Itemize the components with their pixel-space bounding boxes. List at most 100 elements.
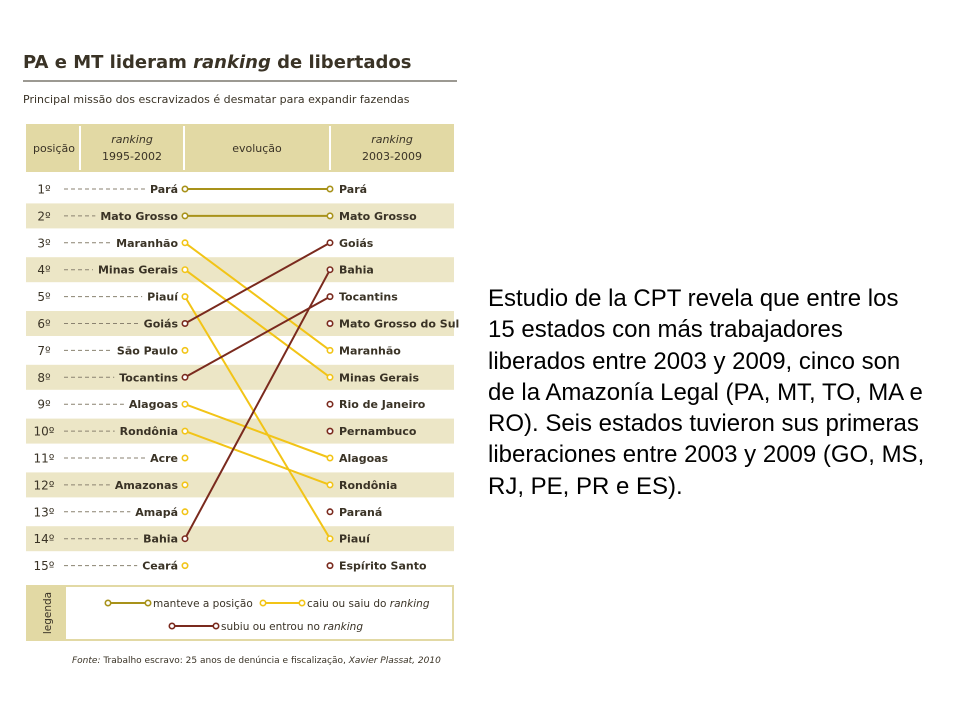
rank-position: 5º <box>37 290 51 304</box>
legend-key-node <box>168 622 176 630</box>
legend-fell-label: caiu ou saiu do ranking <box>307 598 430 610</box>
rank-position: 10º <box>34 425 55 439</box>
header-ranking-left: ranking <box>111 133 153 146</box>
node-1995-2002 <box>181 400 189 408</box>
node-1995-2002 <box>181 562 189 570</box>
state-label-2003-2009: Maranhão <box>339 344 401 357</box>
rank-position: 12º <box>34 478 55 492</box>
state-label-2003-2009: Espírito Santo <box>339 560 427 573</box>
node-2003-2009 <box>326 185 334 193</box>
node-2003-2009 <box>326 212 334 220</box>
rank-position: 2º <box>37 209 51 223</box>
evolution-line-fell <box>184 296 331 540</box>
caption-text: Estudio de la CPT revela que entre los 1… <box>488 285 925 500</box>
state-label-1995-2002: Acre <box>150 452 178 465</box>
rank-position: 7º <box>37 344 51 358</box>
state-label-2003-2009: Mato Grosso <box>339 210 417 223</box>
state-label-1995-2002: Alagoas <box>129 398 179 411</box>
node-2003-2009 <box>326 239 334 247</box>
evolution-line-rose <box>184 269 331 540</box>
node-2003-2009 <box>326 535 334 543</box>
legend-key-node <box>104 599 112 607</box>
table-header-band <box>26 124 454 172</box>
state-label-1995-2002: Piauí <box>147 291 179 304</box>
row-stripes <box>26 203 454 552</box>
rank-position: 15º <box>34 559 55 573</box>
state-label-2003-2009: Rio de Janeiro <box>339 398 426 411</box>
rank-position: 6º <box>37 317 51 331</box>
row-stripe <box>26 472 454 498</box>
rank-position: 8º <box>37 371 51 385</box>
node-2003-2009 <box>326 400 334 408</box>
legend-rose-label: subiu ou entrou no ranking <box>221 621 363 633</box>
evolution-line-rose <box>184 241 331 325</box>
ranking-slope-graphic: PA e MT lideram ranking de libertados Pr… <box>23 52 460 666</box>
state-label-1995-2002: Ceará <box>142 560 178 573</box>
graphic-title: PA e MT lideram ranking de libertados <box>23 52 412 73</box>
state-label-1995-2002: Rondônia <box>120 425 178 438</box>
state-label-1995-2002: Maranhão <box>116 237 178 250</box>
evolution-line-fell <box>184 268 331 379</box>
state-label-1995-2002: São Paulo <box>117 344 179 357</box>
state-label-1995-2002: Bahia <box>143 533 178 546</box>
header-period-right: 2003-2009 <box>362 150 422 163</box>
node-1995-2002 <box>181 508 189 516</box>
leader-dashes <box>64 188 146 567</box>
evolution-line-rose <box>184 295 331 379</box>
state-label-1995-2002: Mato Grosso <box>100 210 178 223</box>
node-1995-2002 <box>181 266 189 274</box>
row-stripe <box>26 257 454 283</box>
state-label-1995-2002: Pará <box>150 183 178 196</box>
state-label-2003-2009: Pernambuco <box>339 425 417 438</box>
node-1995-2002 <box>181 346 189 354</box>
state-label-2003-2009: Bahia <box>339 264 374 277</box>
node-1995-2002 <box>181 293 189 301</box>
header-evolution: evolução <box>232 142 282 155</box>
node-1995-2002 <box>181 373 189 381</box>
header-position: posição <box>33 142 75 155</box>
source-note: Fonte: Trabalho escravo: 25 anos de denú… <box>72 656 441 666</box>
node-1995-2002 <box>181 454 189 462</box>
legend-kept-label: manteve a posição <box>153 598 253 610</box>
rank-position: 9º <box>37 398 51 412</box>
row-labels: 1º Pará Pará 2º Mato Grosso Mato Grosso 3º Mara… <box>34 183 460 574</box>
node-2003-2009 <box>326 266 334 274</box>
node-1995-2002 <box>181 427 189 435</box>
state-label-2003-2009: Pará <box>339 183 367 196</box>
legend-key-node <box>144 599 152 607</box>
legend-label: legenda <box>42 592 54 634</box>
state-label-1995-2002: Amazonas <box>115 479 179 492</box>
row-stripe <box>26 364 454 390</box>
state-label-2003-2009: Alagoas <box>339 452 389 465</box>
evolution-line-fell <box>184 430 331 486</box>
state-label-2003-2009: Mato Grosso do Sul <box>339 318 459 331</box>
node-1995-2002 <box>181 212 189 220</box>
legend-key-node <box>259 599 267 607</box>
node-2003-2009 <box>326 454 334 462</box>
state-label-2003-2009: Goiás <box>339 237 374 250</box>
legend-key-node <box>212 622 220 630</box>
rank-position: 4º <box>37 263 51 277</box>
node-2003-2009 <box>326 508 334 516</box>
node-2003-2009 <box>326 319 334 327</box>
legend-panel <box>66 587 452 639</box>
node-1995-2002 <box>181 319 189 327</box>
node-1995-2002 <box>181 535 189 543</box>
node-1995-2002 <box>181 239 189 247</box>
state-label-2003-2009: Paraná <box>339 506 382 519</box>
rank-position: 3º <box>37 236 51 250</box>
state-label-1995-2002: Minas Gerais <box>98 264 178 277</box>
legend-key-node <box>298 599 306 607</box>
state-label-2003-2009: Minas Gerais <box>339 371 419 384</box>
state-label-1995-2002: Goiás <box>144 318 179 331</box>
rank-position: 11º <box>34 452 55 466</box>
evolution-line-fell <box>184 403 331 459</box>
row-stripe <box>26 311 454 336</box>
node-2003-2009 <box>326 562 334 570</box>
state-label-2003-2009: Piauí <box>339 533 371 546</box>
evolution-line-fell <box>184 241 331 352</box>
node-2003-2009 <box>326 293 334 301</box>
rank-position: 13º <box>34 505 55 519</box>
graphic-subtitle: Principal missão dos escravizados é desm… <box>23 93 410 106</box>
node-2003-2009 <box>326 427 334 435</box>
